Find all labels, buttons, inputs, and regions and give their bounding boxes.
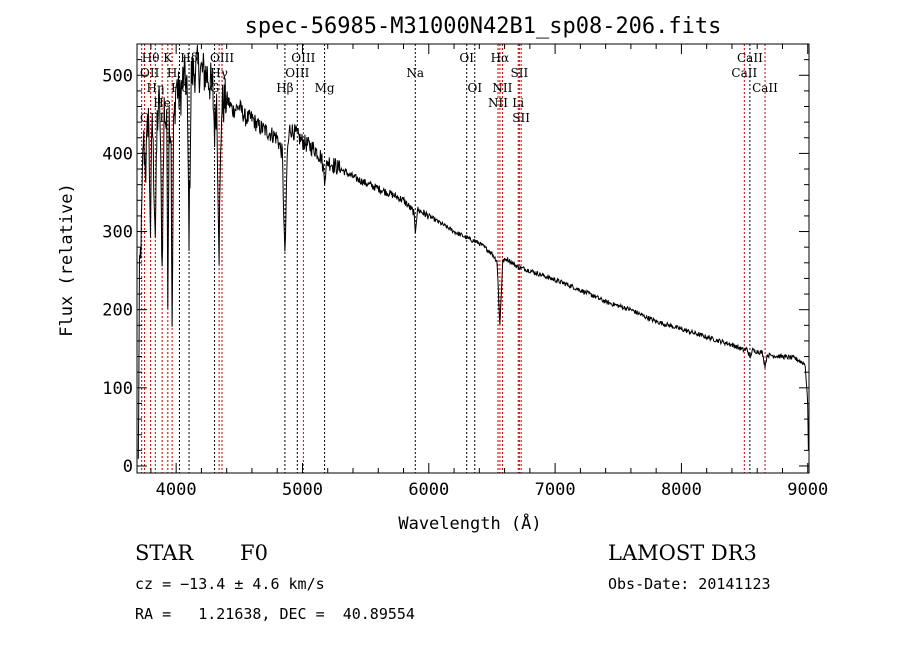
- line-label: Mg: [315, 81, 335, 95]
- line-label: OIII: [210, 51, 234, 65]
- y-tick-label: 300: [102, 223, 133, 243]
- line-label: CaII: [737, 51, 763, 65]
- line-label: SII: [511, 66, 529, 80]
- line-label: OIII: [291, 51, 315, 65]
- line-label: SII: [512, 111, 530, 125]
- line-label: OI: [468, 81, 483, 95]
- chart-title: spec-56985-M31000N42B1_sp08-206.fits: [245, 14, 722, 39]
- y-tick-label: 100: [102, 379, 133, 399]
- x-tick-label: 7000: [535, 480, 576, 500]
- x-tick-label: 6000: [408, 480, 449, 500]
- spectral-line-markers: [141, 44, 766, 473]
- line-label: Hδ: [180, 51, 198, 65]
- x-tick-label: 8000: [661, 480, 702, 500]
- line-label: Hγ: [210, 66, 228, 80]
- line-label: Hη: [147, 81, 165, 95]
- line-label: NII: [488, 96, 508, 110]
- y-tick-label: 500: [102, 66, 133, 86]
- line-label: OI: [459, 51, 474, 65]
- redshift-text: cz = −13.4 ± 4.6 km/s: [135, 575, 325, 593]
- survey-label: LAMOST DR3: [608, 541, 757, 565]
- obs-date-text: Obs-Date: 20141123: [608, 575, 771, 593]
- y-tick-label: 400: [102, 144, 133, 164]
- line-label: Na: [406, 66, 424, 80]
- radec-text: RA = 1.21638, DEC = 40.89554: [135, 605, 415, 623]
- x-tick-label: 9000: [787, 480, 828, 500]
- x-axis-label: Wavelength (Å): [398, 512, 541, 534]
- line-label: Hα: [491, 51, 510, 65]
- y-axis-label: Flux (relative): [57, 183, 77, 337]
- line-label: OIII: [285, 66, 309, 80]
- y-tick-label: 0: [123, 457, 133, 477]
- x-tick-label: 5000: [282, 480, 323, 500]
- line-label: He: [153, 96, 171, 110]
- line-label: Hβ: [276, 81, 293, 95]
- line-label: OII: [140, 66, 160, 80]
- x-tick-label: 4000: [156, 480, 197, 500]
- line-label: H: [167, 66, 177, 80]
- line-label: G: [210, 81, 220, 95]
- line-label: Li: [512, 96, 524, 110]
- line-label: K: [163, 51, 173, 65]
- object-class: STAR: [135, 541, 194, 565]
- line-label: Hζ: [171, 81, 188, 95]
- line-label: Hθ: [142, 51, 160, 65]
- line-label: CaII: [752, 81, 778, 95]
- line-label: OIII: [140, 111, 164, 125]
- line-label: NII: [492, 81, 512, 95]
- plot-frame: [136, 43, 810, 474]
- spectrum-line: [137, 44, 809, 459]
- y-tick-label: 200: [102, 301, 133, 321]
- line-label: CaII: [731, 66, 757, 80]
- series-group: [137, 44, 809, 459]
- object-subclass: F0: [240, 541, 268, 565]
- axis-ticks: 4000 5000 6000 7000 8000 9000 0 100 200 300 400 500: [102, 43, 828, 500]
